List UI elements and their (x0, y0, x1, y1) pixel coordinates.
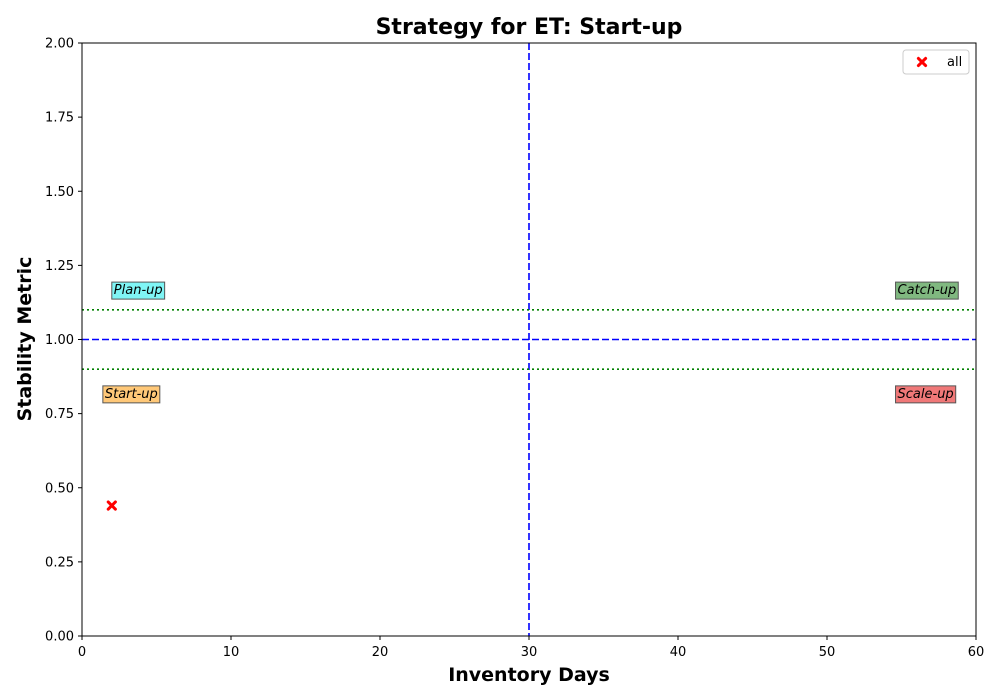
y-tick-label: 0.25 (45, 555, 74, 570)
y-tick-label: 1.25 (45, 259, 74, 274)
legend: all (902, 49, 970, 75)
quadrant-label-text: Start-up (105, 387, 158, 402)
data-point (106, 500, 117, 511)
quadrant-label-plan-up: Plan-up (111, 281, 166, 300)
quadrant-label-box (102, 385, 161, 404)
y-tick-label: 0.50 (45, 481, 74, 496)
x-tick-label: 30 (521, 645, 538, 660)
quadrant-label-box (895, 281, 959, 300)
legend-label: all (947, 55, 962, 70)
quadrant-label-start-up: Start-up (102, 385, 161, 404)
y-tick-label: 0.00 (45, 630, 74, 645)
x-tick-label: 40 (670, 645, 687, 660)
legend-marker (916, 56, 928, 68)
y-axis-title: Stability Metric (14, 257, 36, 422)
y-tick-label: 1.00 (45, 333, 74, 348)
y-tick-label: 0.75 (45, 407, 74, 422)
x-tick-label: 50 (819, 645, 836, 660)
y-tick-label: 1.75 (45, 111, 74, 126)
x-tick-label: 0 (78, 645, 86, 660)
series-0 (106, 500, 117, 511)
legend-box (902, 49, 970, 75)
y-tick-label: 2.00 (45, 37, 74, 52)
plot-area: 0 10 20 30 40 50 60 0.00 0.25 0.50 0.75 1.00 1.25 1.5… (45, 37, 984, 661)
chart-title: Strategy for ET: Start-up (376, 15, 683, 40)
quadrant-label-catch-up: Catch-up (895, 281, 959, 300)
x-tick-label: 10 (223, 645, 240, 660)
quadrant-label-scale-up: Scale-up (895, 385, 957, 404)
x-tick-label: 20 (372, 645, 389, 660)
quadrant-label-box (895, 385, 957, 404)
quadrant-label-box (111, 281, 166, 300)
quadrant-label-text: Scale-up (898, 387, 954, 402)
reference-lines (82, 43, 976, 636)
x-axis-title: Inventory Days (448, 664, 610, 686)
quadrant-label-text: Plan-up (114, 283, 163, 298)
quadrant-label-text: Catch-up (898, 283, 957, 298)
x-tick-label: 60 (968, 645, 985, 660)
y-tick-label: 1.50 (45, 185, 74, 200)
